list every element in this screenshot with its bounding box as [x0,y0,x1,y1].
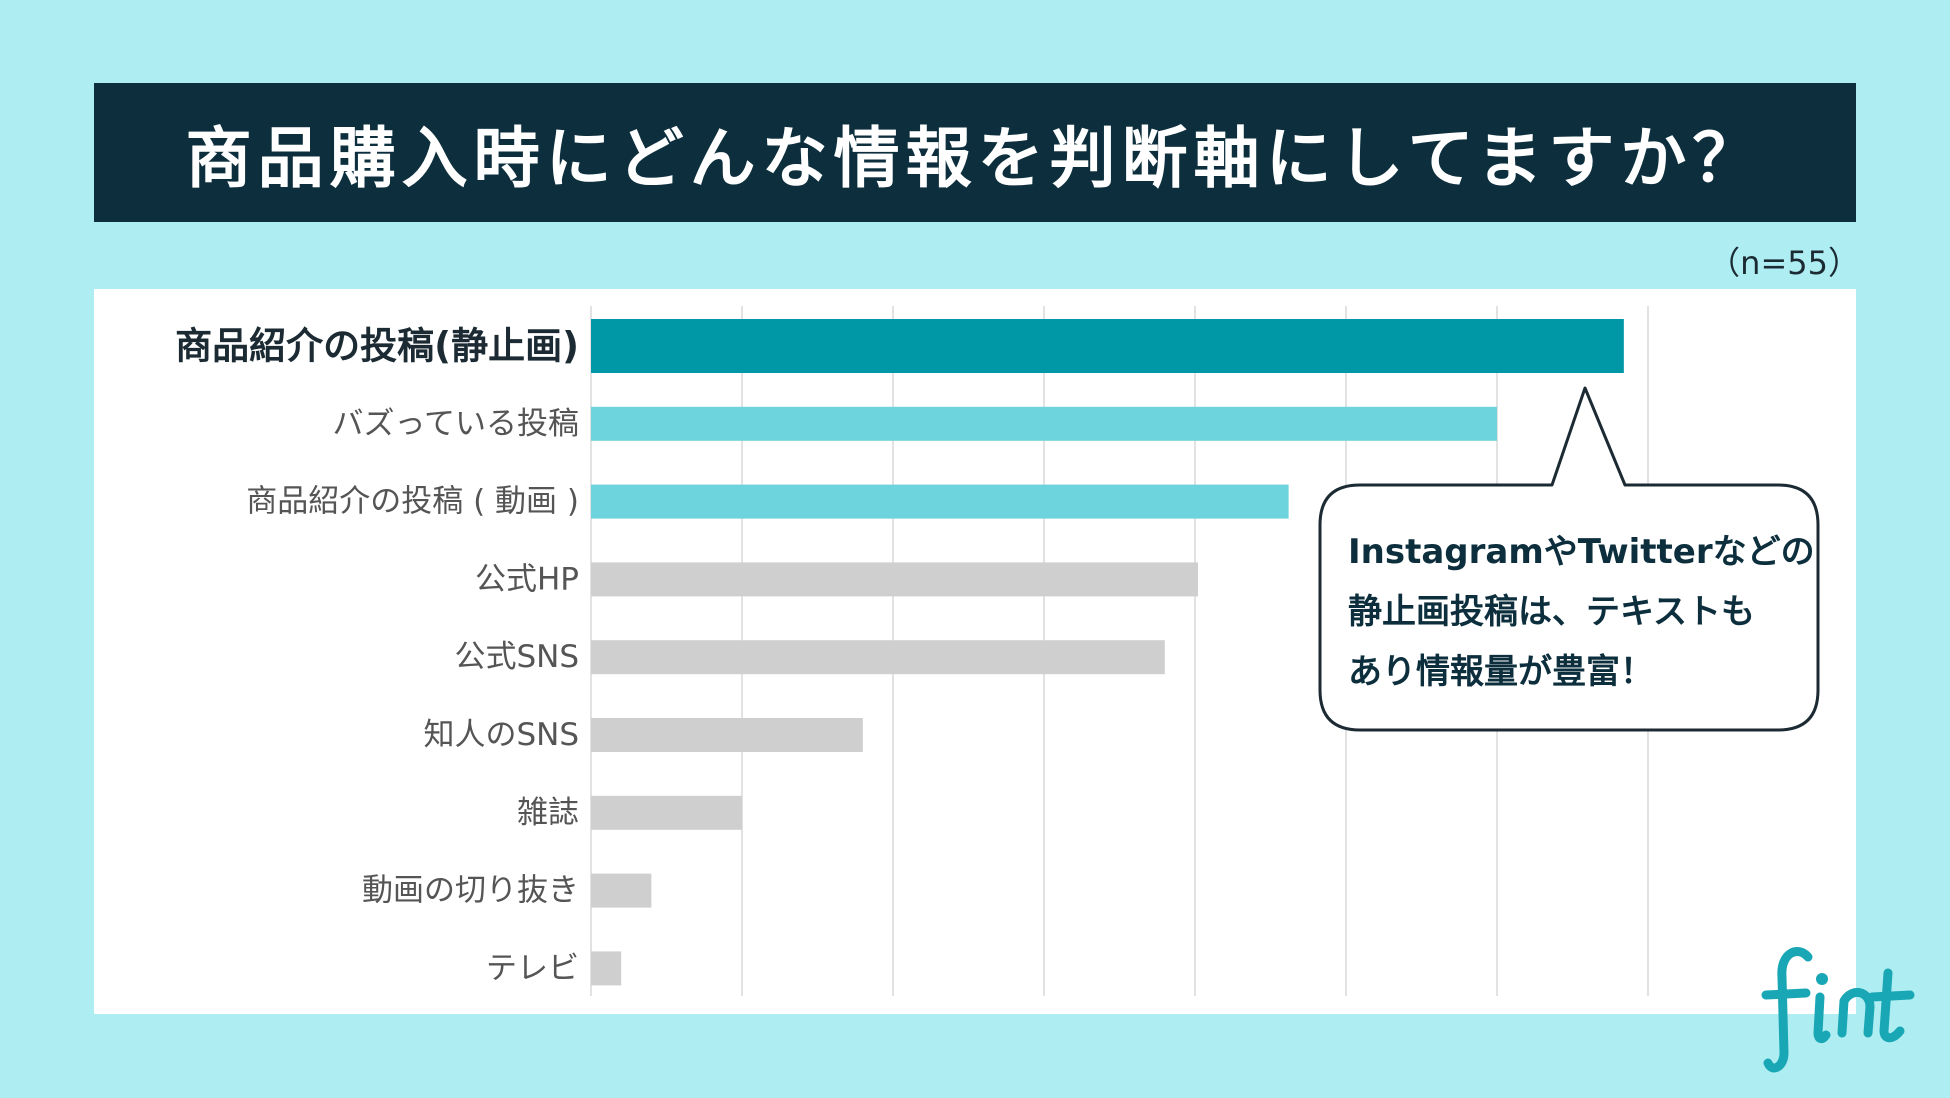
callout-shape [1318,386,1820,732]
callout-line-1: InstagramやTwitterなどの [1348,532,1815,572]
title-bar: 商品購入時にどんな情報を判断軸にしてますか？ [94,83,1856,222]
category-label: 公式HP [475,561,579,597]
category-label: 商品紹介の投稿 ( 動画 ) [246,484,579,520]
fint-logo-icon [1761,947,1915,1073]
bar [591,484,1289,519]
callout-line-2: 静止画投稿は、テキストも [1348,592,1755,632]
category-label: 雑誌 [517,795,579,831]
category-label: テレビ [486,950,579,986]
category-label: 動画の切り抜き [362,873,579,909]
page-title: 商品購入時にどんな情報を判断軸にしてますか？ [185,119,1765,197]
category-label: バズっている投稿 [333,406,579,442]
bar [591,873,652,908]
bar [591,406,1497,441]
callout-text: InstagramやTwitterなどの 静止画投稿は、テキストも あり情報量が… [1348,522,1815,702]
bar [591,640,1165,675]
category-label: 商品紹介の投稿(静止画) [175,325,579,368]
bar [591,951,622,986]
bar [591,562,1199,597]
category-label: 公式SNS [454,639,579,675]
callout-line-3: あり情報量が豊富！ [1348,652,1654,692]
bar [591,718,863,752]
bar [591,319,1624,373]
bars [591,319,1624,986]
bar [591,795,742,830]
sample-size: （n=55） [1708,244,1860,282]
category-label: 知人のSNS [423,717,579,753]
